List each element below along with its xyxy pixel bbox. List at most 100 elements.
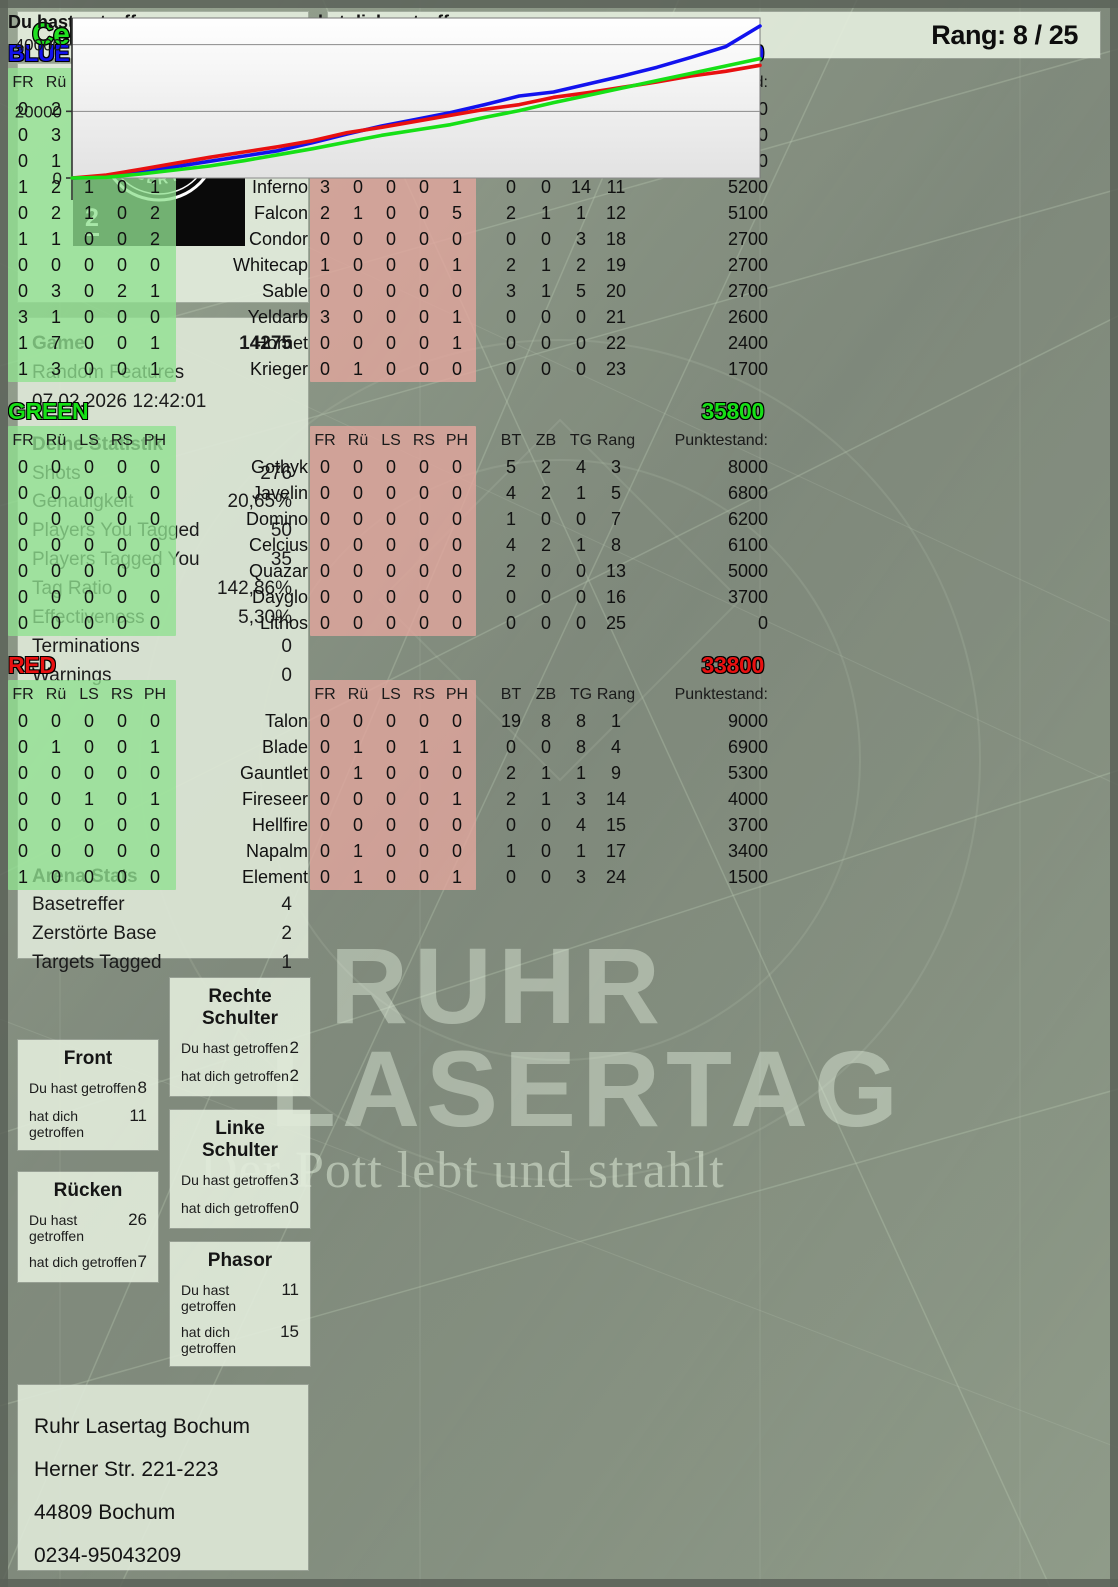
cell-them-Rü: 1 bbox=[352, 359, 363, 379]
cell-them-LS: 0 bbox=[385, 841, 396, 861]
col-header-you-FR: FR bbox=[12, 686, 34, 703]
cell-tg: 3 bbox=[575, 229, 586, 249]
cell-them-FR: 3 bbox=[319, 307, 330, 327]
player-row[interactable]: 1 1 0 0 2 Condor 0 0 0 0 0 0 0 3 18 2700 bbox=[0, 226, 782, 252]
cell-tg: 8 bbox=[575, 711, 586, 731]
body-zone-front: Front Du hast getroffen 8 hat dich getroffe… bbox=[18, 1040, 158, 1150]
cell-rang: 20 bbox=[605, 281, 627, 301]
col-header-you-LS: LS bbox=[79, 686, 99, 703]
cell-rang: 19 bbox=[605, 255, 627, 275]
cell-them-Rü: 0 bbox=[352, 333, 363, 353]
hit-you-column-band bbox=[310, 426, 476, 636]
body-zone-label: hat dich getroffen bbox=[29, 1108, 85, 1140]
game-id: 14275 bbox=[239, 333, 292, 354]
cell-them-PH: 1 bbox=[451, 177, 462, 197]
col-header-you-PH: PH bbox=[143, 686, 167, 703]
cell-you-FR: 0 bbox=[17, 255, 28, 275]
team-total-green: 35800 bbox=[701, 398, 765, 424]
cell-zb: 0 bbox=[540, 229, 551, 249]
team-total-red: 33800 bbox=[701, 652, 765, 678]
your-stat-row: Terminations 0 bbox=[32, 633, 292, 662]
cell-score: 5100 bbox=[727, 203, 768, 223]
player-row[interactable]: 0 0 0 0 0 Javelin 0 0 0 0 0 4 2 1 5 6800 bbox=[0, 480, 782, 506]
cell-them-FR: 0 bbox=[319, 711, 330, 731]
player-row[interactable]: 1 3 0 0 1 Krieger 0 1 0 0 0 0 0 0 23 1700 bbox=[0, 356, 782, 382]
body-zone-you-hit-row: Du hast getroffen 26 bbox=[29, 1210, 147, 1244]
cell-score: 2700 bbox=[727, 229, 768, 249]
cell-score: 6100 bbox=[727, 535, 768, 555]
cell-tg: 5 bbox=[575, 281, 586, 301]
cell-you-FR: 0 bbox=[17, 711, 28, 731]
cell-you-RS: 0 bbox=[116, 789, 127, 809]
player-row[interactable]: 0 0 0 0 0 Whitecap 1 0 0 0 1 2 1 2 19 2700 bbox=[0, 252, 782, 278]
body-zone-phasor: Phasor Du hast getroffen 11 hat dich getrof… bbox=[170, 1242, 310, 1366]
cell-you-RS: 0 bbox=[116, 509, 127, 529]
player-row[interactable]: 0 0 0 0 0 Napalm 0 1 0 0 0 1 0 1 17 3400 bbox=[0, 838, 782, 864]
cell-bt: 0 bbox=[505, 177, 516, 197]
cell-rang: 5 bbox=[610, 483, 621, 503]
player-row[interactable]: 0 2 1 0 2 Falcon 2 1 0 0 5 2 1 1 12 5100 bbox=[0, 200, 782, 226]
cell-tg: 8 bbox=[575, 737, 586, 757]
cell-you-FR: 0 bbox=[17, 535, 28, 555]
player-row[interactable]: 0 0 1 0 1 Fireseer 0 0 0 0 1 2 1 3 14 4000 bbox=[0, 786, 782, 812]
body-zone-hit-you-row: hat dich getroffen 15 bbox=[181, 1322, 299, 1356]
cell-you-FR: 0 bbox=[17, 281, 28, 301]
cell-them-Rü: 0 bbox=[352, 457, 363, 477]
cell-them-Rü: 0 bbox=[352, 613, 363, 633]
player-row[interactable]: 0 0 0 0 0 Quazar 0 0 0 0 0 2 0 0 13 5000 bbox=[0, 558, 782, 584]
cell-them-FR: 0 bbox=[319, 841, 330, 861]
player-row[interactable]: 0 0 0 0 0 Gothyk 0 0 0 0 0 5 2 4 3 8000 bbox=[0, 454, 782, 480]
col-header-them-Rü: Rü bbox=[347, 432, 369, 449]
body-zone-label: Du hast getroffen bbox=[181, 1282, 237, 1314]
cell-you-LS: 1 bbox=[83, 789, 94, 809]
player-name-cell: Lithos bbox=[259, 613, 308, 633]
player-row[interactable]: 1 0 0 0 0 Element 0 1 0 0 1 0 0 3 24 1500 bbox=[0, 864, 782, 890]
player-row[interactable]: 0 3 0 2 1 Sable 0 0 0 0 0 3 1 5 20 2700 bbox=[0, 278, 782, 304]
cell-you-RS: 0 bbox=[116, 177, 127, 197]
cell-you-LS: 0 bbox=[83, 281, 94, 301]
cell-zb: 8 bbox=[540, 711, 551, 731]
player-row[interactable]: 0 0 0 0 0 Lithos 0 0 0 0 0 0 0 0 25 0 bbox=[0, 610, 782, 636]
cell-them-Rü: 1 bbox=[352, 203, 363, 223]
player-row[interactable]: 0 0 0 0 0 Domino 0 0 0 0 0 1 0 0 7 6200 bbox=[0, 506, 782, 532]
cell-them-LS: 0 bbox=[385, 255, 396, 275]
player-name-cell: Fireseer bbox=[241, 789, 308, 809]
arena-stat-row: Targets Tagged 1 bbox=[32, 949, 292, 978]
cell-you-LS: 0 bbox=[83, 457, 94, 477]
cell-you-LS: 0 bbox=[83, 763, 94, 783]
cell-you-Rü: 3 bbox=[50, 281, 61, 301]
col-header-them-RS: RS bbox=[412, 432, 436, 449]
player-row[interactable]: 0 0 0 0 0 Gauntlet 0 1 0 0 0 2 1 1 9 5300 bbox=[0, 760, 782, 786]
game-datetime: 07.02.2026 12:42:01 bbox=[32, 390, 207, 412]
cell-them-PH: 0 bbox=[451, 281, 462, 301]
cell-bt: 19 bbox=[500, 711, 522, 731]
body-zone-value: 11 bbox=[129, 1106, 147, 1125]
player-row[interactable]: 0 0 0 0 0 Celcius 0 0 0 0 0 4 2 1 8 6100 bbox=[0, 532, 782, 558]
cell-them-Rü: 0 bbox=[352, 535, 363, 555]
cell-you-PH: 0 bbox=[149, 613, 160, 633]
col-header-score: Punktestand: bbox=[674, 686, 768, 703]
your-stat-value: 50 bbox=[270, 520, 292, 542]
body-zone-value: 15 bbox=[280, 1322, 299, 1341]
col-header-them-Rü: Rü bbox=[347, 686, 369, 703]
cell-you-Rü: 1 bbox=[50, 151, 61, 171]
player-row[interactable]: 0 0 0 0 0 Hellfire 0 0 0 0 0 0 0 4 15 3700 bbox=[0, 812, 782, 838]
body-zone-title: Rücken bbox=[53, 1180, 123, 1201]
cell-you-Rü: 0 bbox=[50, 841, 61, 861]
cell-them-Rü: 0 bbox=[352, 255, 363, 275]
player-row[interactable]: 3 1 0 0 0 Yeldarb 3 0 0 0 1 0 0 0 21 2600 bbox=[0, 304, 782, 330]
player-row[interactable]: 0 0 0 0 0 Talon 0 0 0 0 0 19 8 8 1 9000 bbox=[0, 708, 782, 734]
player-row[interactable]: 1 2 1 0 1 Inferno 3 0 0 0 1 0 0 14 11 5200 bbox=[0, 174, 782, 200]
cell-you-RS: 0 bbox=[116, 587, 127, 607]
player-row[interactable]: 0 0 0 0 0 Dayglo 0 0 0 0 0 0 0 0 16 3700 bbox=[0, 584, 782, 610]
player-row[interactable]: 1 7 0 0 1 Hornet 0 0 0 0 1 0 0 0 22 2400 bbox=[0, 330, 782, 356]
cell-rang: 16 bbox=[605, 587, 627, 607]
player-name-cell: Yeldarb bbox=[247, 307, 308, 327]
cell-you-PH: 0 bbox=[149, 587, 160, 607]
body-zone-you-hit-row: Du hast getroffen 8 bbox=[29, 1078, 147, 1098]
cell-you-PH: 0 bbox=[149, 255, 160, 275]
player-row[interactable]: 0 1 0 0 1 Blade 0 1 0 1 1 0 0 8 4 6900 bbox=[0, 734, 782, 760]
arena-stat-value: 4 bbox=[281, 894, 292, 916]
cell-them-PH: 1 bbox=[451, 867, 462, 887]
cell-you-LS: 0 bbox=[83, 509, 94, 529]
